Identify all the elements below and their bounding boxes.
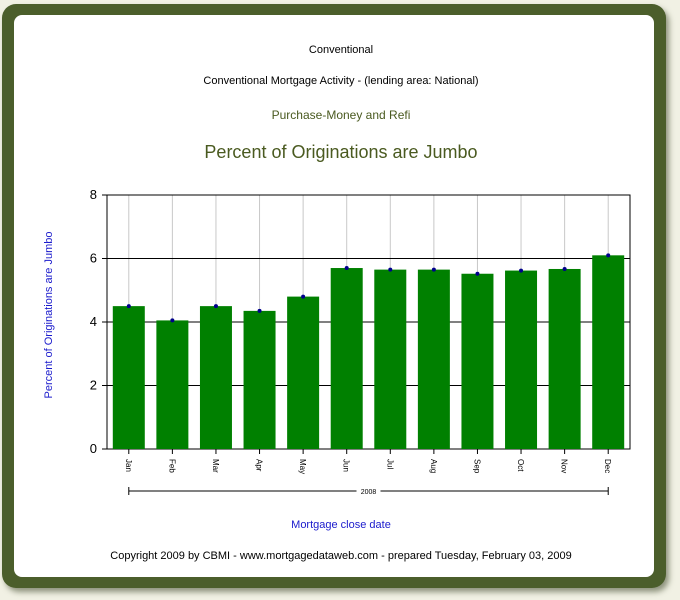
chart-title: Percent of Originations are Jumbo: [204, 142, 477, 162]
x-tick-label: Apr: [255, 459, 264, 472]
plot-area: 0 2 4 6 8 Jan Feb Mar Apr May Jun Jul Aug Sep Oct Nov De…: [90, 187, 631, 496]
bar-marker: [519, 268, 524, 273]
header-line2: Conventional Mortgage Activity - (lendin…: [203, 75, 478, 87]
x-tick-label: Jan: [124, 459, 133, 472]
x-tick-label: Aug: [429, 459, 438, 473]
bar: [287, 296, 320, 449]
bar-marker: [562, 266, 567, 271]
header-line1: Conventional: [309, 44, 373, 56]
bar-marker: [213, 304, 218, 309]
bar-marker: [388, 267, 393, 272]
x-tick-label: Oct: [516, 459, 525, 472]
year-group-label: 2008: [361, 489, 377, 496]
year-label-bg: [356, 486, 381, 496]
chart-frame: Conventional Conventional Mortgage Activ…: [2, 4, 666, 588]
x-tick-label: Jul: [385, 459, 394, 469]
bar-marker: [257, 308, 262, 313]
bar: [374, 269, 407, 449]
y-tick-label: 0: [90, 441, 97, 456]
bar-marker: [126, 304, 131, 309]
copyright-footer: Copyright 2009 by CBMI - www.mortgagedat…: [110, 550, 571, 562]
bar-marker: [606, 253, 611, 258]
bar-marker: [431, 267, 436, 272]
bar: [461, 273, 494, 449]
header-line3: Purchase-Money and Refi: [272, 108, 411, 122]
bar-marker: [170, 318, 175, 323]
x-tick-label: Nov: [560, 459, 569, 473]
bar-marker: [475, 271, 480, 276]
y-axis-label: Percent of Originations are Jumbo: [43, 232, 55, 399]
y-tick-label: 2: [90, 378, 97, 393]
bar: [417, 269, 450, 449]
chart-svg: Conventional Conventional Mortgage Activ…: [43, 44, 631, 562]
plot-border: [106, 194, 631, 450]
x-tick-label: May: [298, 459, 307, 474]
x-tick-label: Jun: [342, 459, 351, 472]
x-tick-label: Sep: [472, 459, 481, 474]
chart-panel: Conventional Conventional Mortgage Activ…: [14, 15, 654, 577]
x-tick-label: Dec: [603, 459, 612, 473]
bar: [330, 268, 363, 449]
bar-marker: [301, 294, 306, 299]
bar: [199, 306, 232, 449]
y-tick-label: 8: [90, 187, 97, 202]
bar-marker: [344, 266, 349, 271]
bar: [505, 270, 538, 449]
y-tick-label: 6: [90, 251, 97, 266]
bar: [592, 255, 625, 449]
bar: [548, 268, 581, 449]
y-tick-label: 4: [90, 314, 97, 329]
bar: [112, 306, 145, 449]
bar: [243, 310, 276, 449]
x-axis-label: Mortgage close date: [291, 519, 391, 531]
bar: [156, 320, 189, 449]
x-tick-label: Mar: [211, 459, 220, 473]
x-tick-label: Feb: [167, 459, 176, 473]
